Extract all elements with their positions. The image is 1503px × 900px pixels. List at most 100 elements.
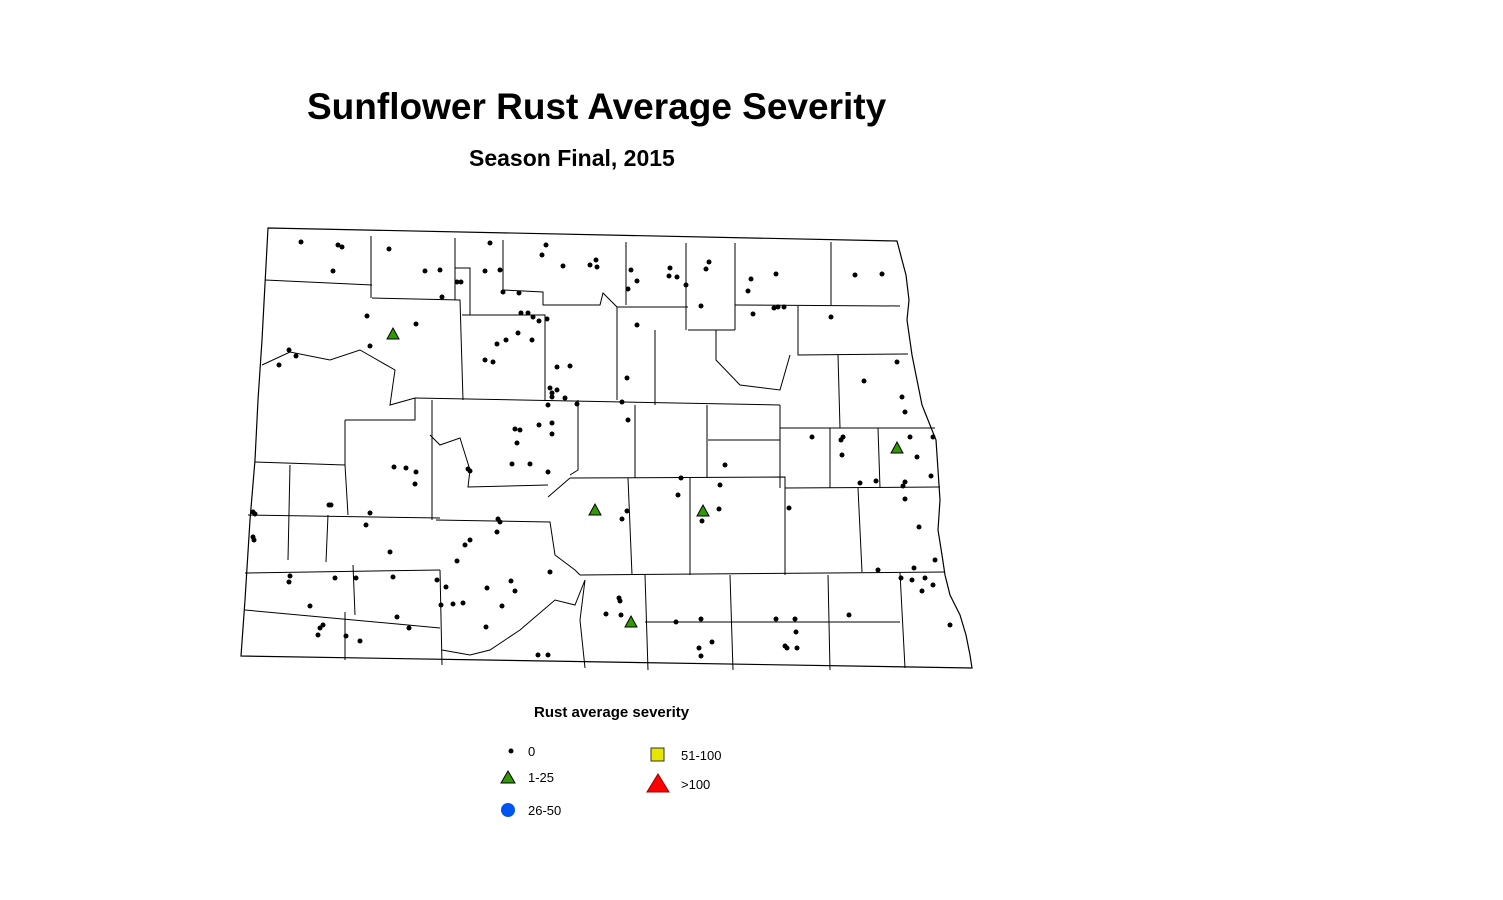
county-boundary — [244, 609, 441, 629]
site-severity-0 — [554, 387, 560, 393]
site-severity-0 — [387, 549, 393, 555]
site-severity-0 — [536, 422, 542, 428]
site-severity-0 — [683, 282, 689, 288]
site-severity-0 — [536, 318, 542, 324]
state-outline — [240, 227, 973, 669]
site-severity-0 — [367, 343, 373, 349]
site-severity-0 — [619, 399, 625, 405]
site-severity-0 — [900, 483, 906, 489]
site-severity-0 — [922, 575, 928, 581]
legend-label-4: >100 — [681, 777, 711, 792]
site-severity-0 — [543, 242, 549, 248]
county-boundary — [435, 519, 581, 576]
site-severity-0 — [460, 600, 466, 606]
site-severity-0 — [545, 469, 551, 475]
site-severity-0 — [307, 603, 313, 609]
site-severity-1-25 — [624, 614, 638, 628]
site-severity-0 — [709, 639, 715, 645]
county-boundary — [287, 464, 291, 561]
county-boundary — [254, 461, 346, 466]
site-severity-0 — [792, 616, 798, 622]
site-severity-0 — [391, 464, 397, 470]
county-boundary — [857, 487, 863, 573]
site-severity-0 — [545, 402, 551, 408]
legend-red-triangle-icon — [646, 773, 670, 793]
site-severity-0 — [675, 492, 681, 498]
site-severity-0 — [554, 364, 560, 370]
site-severity-0 — [628, 267, 634, 273]
site-severity-0 — [930, 582, 936, 588]
legend-yellow-square-icon — [650, 747, 665, 762]
site-severity-0 — [328, 502, 334, 508]
site-severity-0 — [909, 577, 915, 583]
site-severity-0 — [330, 268, 336, 274]
site-severity-0 — [703, 266, 709, 272]
site-severity-0 — [503, 337, 509, 343]
site-severity-0 — [403, 465, 409, 471]
site-severity-0 — [902, 496, 908, 502]
site-severity-0 — [678, 475, 684, 481]
site-severity-0 — [437, 267, 443, 273]
county-boundary — [784, 486, 941, 489]
site-severity-0 — [916, 524, 922, 530]
site-severity-0 — [343, 633, 349, 639]
site-severity-0 — [786, 505, 792, 511]
site-severity-0 — [539, 252, 545, 258]
site-severity-0 — [809, 434, 815, 440]
legend-dot-icon — [508, 748, 514, 754]
site-severity-0 — [467, 468, 473, 474]
site-severity-0 — [315, 632, 321, 638]
site-severity-0 — [530, 314, 536, 320]
site-severity-0 — [587, 262, 593, 268]
site-severity-0 — [251, 537, 257, 543]
site-severity-0 — [515, 330, 521, 336]
site-severity-1-25 — [588, 502, 602, 516]
county-boundary — [441, 579, 586, 669]
site-severity-0 — [624, 508, 630, 514]
site-severity-0 — [406, 625, 412, 631]
site-severity-0 — [462, 542, 468, 548]
site-severity-0 — [512, 426, 518, 432]
site-severity-0 — [413, 469, 419, 475]
county-boundary — [429, 434, 549, 488]
site-severity-0 — [547, 569, 553, 575]
site-severity-0 — [332, 575, 338, 581]
site-severity-0 — [549, 390, 555, 396]
county-boundary — [345, 398, 416, 421]
site-severity-0 — [567, 363, 573, 369]
site-severity-0 — [899, 394, 905, 400]
site-severity-0 — [509, 461, 515, 467]
site-severity-0 — [911, 565, 917, 571]
site-severity-0 — [508, 578, 514, 584]
site-severity-0 — [914, 454, 920, 460]
site-severity-0 — [339, 244, 345, 250]
site-severity-0 — [286, 347, 292, 353]
site-severity-0 — [560, 263, 566, 269]
site-severity-0 — [549, 394, 555, 400]
legend-blue-circle-icon — [501, 803, 515, 817]
site-severity-0 — [413, 321, 419, 327]
county-boundary — [439, 569, 443, 666]
site-severity-0 — [497, 267, 503, 273]
site-severity-0 — [617, 598, 623, 604]
site-severity-0 — [497, 519, 503, 525]
site-severity-0 — [902, 479, 908, 485]
county-boundary — [627, 477, 633, 576]
map-title: Sunflower Rust Average Severity — [307, 86, 887, 127]
site-severity-0 — [919, 588, 925, 594]
county-boundary — [502, 289, 618, 400]
site-severity-0 — [902, 409, 908, 415]
county-boundary — [414, 397, 781, 406]
site-severity-0 — [443, 584, 449, 590]
site-severity-0 — [784, 645, 790, 651]
site-severity-0 — [947, 622, 953, 628]
site-severity-0 — [482, 357, 488, 363]
site-severity-0 — [775, 304, 781, 310]
site-severity-0 — [698, 616, 704, 622]
site-severity-0 — [535, 652, 541, 658]
legend-title: Rust average severity — [534, 704, 690, 721]
site-severity-0 — [422, 268, 428, 274]
site-severity-1-25 — [696, 503, 710, 517]
site-severity-0 — [454, 279, 460, 285]
